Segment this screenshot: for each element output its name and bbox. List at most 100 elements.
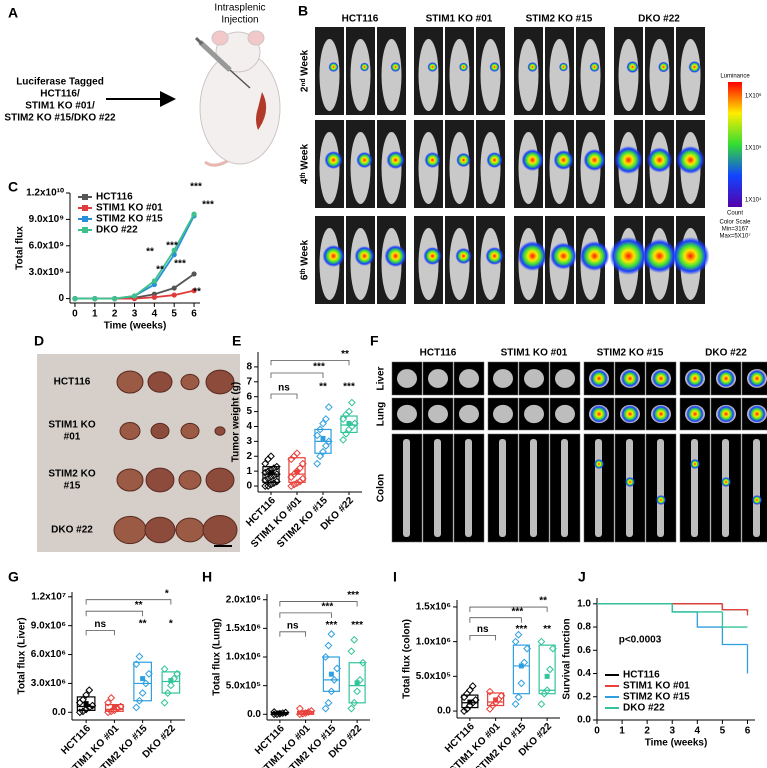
significance: *** bbox=[516, 624, 528, 635]
y-tick-label: 9.0x10⁶ bbox=[31, 620, 66, 631]
signal bbox=[521, 149, 544, 171]
data-point bbox=[79, 695, 87, 704]
data-point bbox=[463, 689, 471, 698]
data-point bbox=[269, 479, 278, 487]
significance: ns bbox=[278, 383, 290, 394]
data-point bbox=[264, 474, 273, 483]
tumor bbox=[175, 517, 205, 543]
data-point bbox=[269, 464, 278, 473]
colorbar-scale: Max=5X10⁷ bbox=[719, 233, 750, 240]
y-tick-label: 1.5x10⁶ bbox=[416, 602, 451, 613]
signal bbox=[427, 62, 438, 72]
data-point bbox=[350, 419, 359, 428]
tumor-row-label: STIM1 KO bbox=[48, 420, 95, 431]
significance: ns bbox=[477, 624, 489, 635]
colorbar-count: Count bbox=[727, 211, 743, 217]
mean bbox=[328, 671, 334, 677]
data-point bbox=[272, 462, 281, 471]
data-point bbox=[293, 479, 301, 487]
data-point bbox=[324, 641, 333, 650]
signal bbox=[721, 477, 731, 487]
tumor bbox=[214, 426, 226, 436]
x-tick-label: 1 bbox=[619, 726, 625, 737]
colon bbox=[691, 439, 698, 537]
mean bbox=[140, 676, 146, 682]
data-point bbox=[287, 482, 296, 490]
data-point bbox=[319, 447, 327, 456]
group-header: DKO #22 bbox=[705, 348, 747, 359]
data-point bbox=[543, 686, 552, 695]
data-point bbox=[138, 689, 147, 697]
significance: *** bbox=[313, 362, 325, 373]
bracket bbox=[270, 393, 298, 399]
signal bbox=[671, 237, 710, 275]
y-tick-label: 0.0 bbox=[247, 709, 261, 720]
signal bbox=[328, 62, 339, 72]
survival-step bbox=[721, 611, 748, 628]
data-point bbox=[520, 658, 529, 667]
survival-step bbox=[671, 603, 698, 613]
mouse-body bbox=[480, 132, 501, 204]
data-point bbox=[321, 704, 330, 713]
row-label: 2ⁿᵈ Week bbox=[300, 49, 311, 92]
signal bbox=[559, 62, 568, 72]
signal bbox=[646, 147, 673, 173]
mouse-body bbox=[449, 132, 470, 204]
signal bbox=[384, 245, 407, 267]
y-tick-label: 3.0x10⁶ bbox=[31, 678, 66, 689]
bracket bbox=[279, 612, 332, 618]
colon bbox=[753, 439, 760, 537]
signal bbox=[652, 369, 670, 388]
significance: ** bbox=[539, 596, 547, 607]
y-tick-label: 0.8 bbox=[577, 622, 591, 633]
mouse-body bbox=[449, 39, 470, 111]
signal bbox=[527, 62, 538, 72]
data-point bbox=[171, 285, 177, 291]
panel-a-text: HCT116/ bbox=[40, 89, 80, 100]
data-point bbox=[514, 693, 523, 702]
colon bbox=[626, 439, 633, 537]
survival-step bbox=[721, 603, 748, 611]
signal bbox=[456, 152, 471, 168]
colon bbox=[530, 439, 537, 537]
survival-step bbox=[721, 627, 748, 646]
data-point bbox=[339, 415, 348, 423]
signal bbox=[686, 369, 704, 388]
signal bbox=[621, 405, 639, 423]
signal bbox=[583, 149, 606, 171]
signal bbox=[676, 146, 705, 174]
y-tick-label: 9.0x10⁹ bbox=[29, 214, 65, 225]
tumor bbox=[113, 515, 147, 545]
x-tick-label: 0 bbox=[594, 726, 600, 737]
data-point bbox=[290, 480, 299, 489]
data-point bbox=[321, 653, 330, 661]
mouse-body bbox=[618, 39, 639, 111]
signal bbox=[322, 245, 345, 267]
colon bbox=[499, 439, 506, 537]
data-point bbox=[546, 665, 554, 674]
data-point bbox=[270, 708, 279, 716]
signal bbox=[324, 151, 343, 169]
data-point bbox=[511, 637, 520, 646]
signal bbox=[748, 369, 766, 388]
data-point bbox=[267, 452, 275, 461]
signal bbox=[642, 238, 677, 274]
panel-letter: I bbox=[393, 569, 397, 585]
mean bbox=[354, 680, 360, 686]
data-point bbox=[319, 419, 327, 428]
data-point bbox=[537, 700, 546, 709]
signal bbox=[590, 369, 608, 388]
panel-letter: J bbox=[578, 569, 586, 585]
significance: *** bbox=[174, 259, 186, 270]
tumor-row-label: #15 bbox=[64, 481, 81, 492]
tumor bbox=[205, 467, 235, 493]
data-point bbox=[356, 676, 364, 684]
data-point bbox=[324, 698, 333, 707]
significance: *** bbox=[512, 606, 524, 617]
data-point bbox=[281, 708, 290, 717]
y-axis-label: Tumor weight (g) bbox=[231, 382, 242, 462]
mouse-body bbox=[381, 39, 402, 111]
y-tick-label: 6.0x10⁶ bbox=[31, 649, 66, 660]
data-point bbox=[264, 482, 273, 490]
mouse-body bbox=[350, 39, 371, 111]
